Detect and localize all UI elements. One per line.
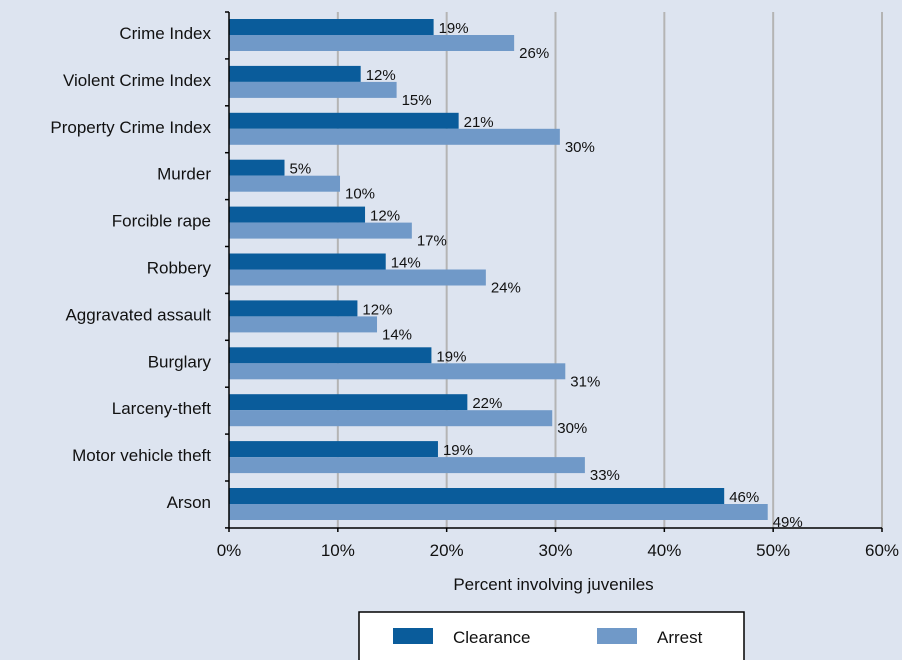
data-label-clearance-9: 19%: [443, 442, 473, 459]
x-axis-title: Percent involving juveniles: [453, 575, 653, 594]
bar-arrest-4: [229, 222, 412, 239]
bar-clearance-2: [229, 112, 459, 129]
bar-clearance-5: [229, 253, 386, 270]
category-label-1: Violent Crime Index: [63, 71, 212, 90]
x-tick-label-6: 60%: [865, 541, 899, 560]
category-label-4: Forcible rape: [112, 212, 211, 231]
data-label-clearance-6: 12%: [362, 301, 392, 318]
bar-arrest-3: [229, 175, 341, 192]
data-label-clearance-10: 46%: [729, 489, 759, 506]
bar-clearance-3: [229, 159, 285, 176]
category-label-3: Murder: [157, 165, 211, 184]
data-label-arrest-5: 24%: [491, 280, 521, 297]
bar-arrest-7: [229, 363, 566, 380]
bar-clearance-6: [229, 300, 358, 317]
bar-arrest-9: [229, 457, 585, 474]
category-label-5: Robbery: [147, 259, 212, 278]
bar-arrest-1: [229, 81, 397, 98]
bar-clearance-8: [229, 394, 468, 411]
data-label-clearance-3: 5%: [290, 161, 312, 178]
category-label-2: Property Crime Index: [50, 118, 211, 137]
data-label-arrest-10: 49%: [773, 514, 803, 531]
data-label-arrest-3: 10%: [345, 186, 375, 203]
bar-clearance-7: [229, 347, 432, 364]
category-label-7: Burglary: [148, 352, 212, 371]
data-label-clearance-5: 14%: [391, 255, 421, 272]
data-label-arrest-7: 31%: [570, 373, 600, 390]
legend-label-clearance: Clearance: [453, 628, 531, 647]
data-label-clearance-7: 19%: [436, 348, 466, 365]
bar-clearance-1: [229, 65, 361, 82]
x-tick-label-1: 10%: [321, 541, 355, 560]
data-label-clearance-2: 21%: [464, 114, 494, 131]
category-label-6: Aggravated assault: [65, 305, 211, 324]
x-tick-label-3: 30%: [538, 541, 572, 560]
data-label-clearance-4: 12%: [370, 208, 400, 225]
legend-label-arrest: Arrest: [657, 628, 703, 647]
x-tick-label-5: 50%: [756, 541, 790, 560]
category-label-10: Arson: [167, 493, 211, 512]
bar-clearance-9: [229, 441, 438, 458]
data-label-arrest-0: 26%: [519, 45, 549, 62]
data-label-clearance-1: 12%: [366, 67, 396, 84]
data-label-clearance-0: 19%: [439, 20, 469, 37]
bar-arrest-0: [229, 35, 515, 51]
data-label-arrest-6: 14%: [382, 326, 412, 343]
bar-clearance-10: [229, 488, 725, 504]
bar-arrest-5: [229, 269, 486, 286]
bar-arrest-8: [229, 410, 553, 427]
data-label-clearance-8: 22%: [472, 395, 502, 412]
category-label-9: Motor vehicle theft: [72, 446, 211, 465]
data-label-arrest-8: 30%: [557, 420, 587, 437]
data-label-arrest-2: 30%: [565, 139, 595, 156]
data-label-arrest-4: 17%: [417, 233, 447, 250]
bar-arrest-10: [229, 504, 768, 520]
bar-clearance-0: [229, 19, 434, 35]
bar-arrest-2: [229, 128, 560, 145]
bar-arrest-6: [229, 316, 378, 333]
category-label-8: Larceny-theft: [112, 399, 211, 418]
x-tick-label-0: 0%: [217, 541, 242, 560]
data-label-arrest-1: 15%: [402, 92, 432, 109]
data-label-arrest-9: 33%: [590, 467, 620, 484]
x-tick-label-4: 40%: [647, 541, 681, 560]
legend-swatch-arrest: [597, 628, 637, 644]
legend-swatch-clearance: [393, 628, 433, 644]
category-label-0: Crime Index: [119, 24, 211, 43]
bar-clearance-4: [229, 206, 366, 223]
x-tick-label-2: 20%: [430, 541, 464, 560]
